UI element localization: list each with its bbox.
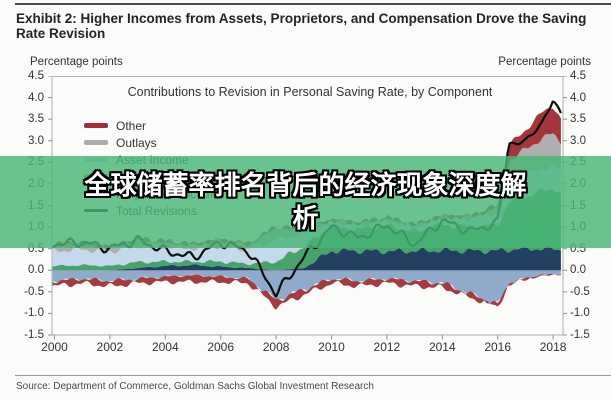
- x-tick-label: 2000: [41, 340, 68, 354]
- overlay-title-line2: 析: [292, 203, 319, 233]
- x-tick-label: 2014: [428, 340, 456, 354]
- source-rule: [15, 375, 611, 376]
- y-tick-label-left: 3.5: [28, 113, 44, 126]
- y-axis-unit-left: Percentage points: [30, 56, 123, 68]
- y-tick-label-right: -1.0: [570, 307, 590, 320]
- y-tick-label-right: -1.5: [570, 329, 590, 341]
- legend-swatch: [84, 140, 108, 145]
- y-tick-label-right: 3.0: [570, 134, 586, 147]
- legend-swatch: [84, 123, 108, 128]
- y-tick-label-right: 4.5: [570, 70, 586, 82]
- legend-item: Other: [84, 117, 220, 134]
- y-tick-label-left: 0.0: [28, 264, 44, 277]
- y-tick-label-right: 4.0: [570, 91, 586, 104]
- x-tick-label: 2004: [151, 340, 179, 354]
- legend-label: Other: [116, 118, 147, 133]
- x-tick-label: 2012: [373, 340, 401, 354]
- x-tick-label: 2016: [484, 340, 512, 354]
- y-tick-label-right: 3.5: [570, 113, 586, 126]
- x-tick-label: 2002: [96, 340, 124, 354]
- y-tick-label-left: -0.5: [24, 285, 44, 298]
- x-tick-label: 2008: [262, 340, 290, 354]
- top-rule: [15, 3, 611, 5]
- legend-label: Outlays: [116, 135, 157, 150]
- x-tick-label: 2010: [318, 340, 345, 354]
- y-axis-unit-right: Percentage points: [498, 56, 591, 68]
- y-tick-label-left: 3.0: [28, 134, 44, 147]
- y-tick-label-left: -1.5: [24, 329, 44, 341]
- y-tick-label-left: -1.0: [24, 307, 44, 320]
- y-tick-label-left: 4.0: [28, 91, 44, 104]
- exhibit-title: Exhibit 2: Higher Incomes from Assets, P…: [16, 11, 587, 41]
- chart-title: Contributions to Revision in Personal Sa…: [127, 85, 493, 99]
- x-tick-label: 2006: [207, 340, 235, 354]
- x-tick-label: 2018: [539, 340, 567, 354]
- legend-item: Outlays: [84, 134, 220, 151]
- y-tick-label-left: 4.5: [28, 70, 44, 82]
- source-note: Source: Department of Commerce, Goldman …: [16, 381, 374, 392]
- y-tick-label-right: -0.5: [570, 285, 590, 298]
- overlay-banner: 全球储蓄率排名背后的经济现象深度解 析: [0, 156, 611, 248]
- y-tick-label-right: 0.0: [570, 264, 586, 277]
- overlay-title-line1: 全球储蓄率排名背后的经济现象深度解: [84, 170, 527, 200]
